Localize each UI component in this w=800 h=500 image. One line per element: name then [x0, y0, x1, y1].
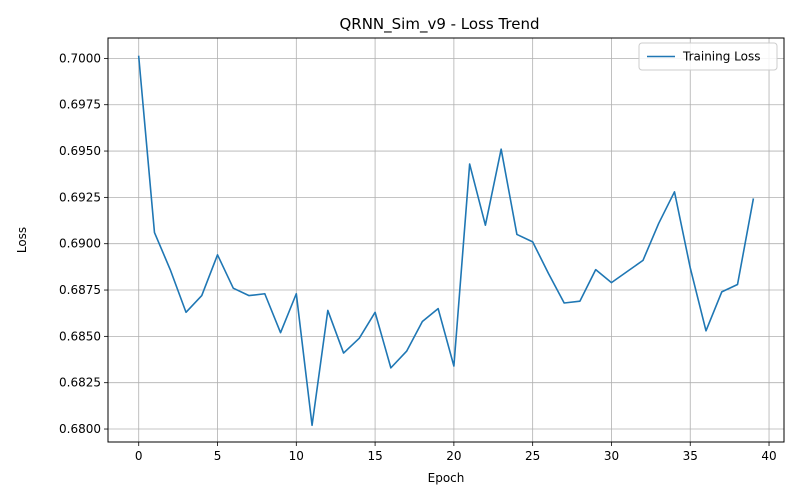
x-tick-label: 25: [525, 449, 540, 463]
x-axis-ticks: 0 5 10 15 20 25 30 35 40: [135, 442, 777, 463]
plot-frame: [107, 37, 785, 443]
x-tick-label: 0: [135, 449, 143, 463]
x-tick-label: 30: [604, 449, 619, 463]
y-tick-label: 0.6850: [59, 329, 101, 343]
y-tick-label: 0.6825: [59, 376, 101, 390]
y-tick-label: 0.6875: [59, 283, 101, 297]
y-tick-label: 0.6975: [59, 98, 101, 112]
x-tick-label: 20: [446, 449, 461, 463]
legend-label-training-loss: Training Loss: [682, 50, 760, 64]
x-tick-label: 10: [289, 449, 304, 463]
y-tick-label: 0.6900: [59, 237, 101, 251]
series-line-training-loss: [137, 55, 755, 427]
x-tick-label: 35: [683, 449, 698, 463]
legend: Training Loss: [638, 42, 778, 71]
x-axis-label: Epoch: [428, 471, 465, 485]
y-axis-label: Loss: [15, 227, 29, 253]
chart-title: QRNN_Sim_v9 - Loss Trend: [339, 15, 539, 34]
grid-layer: [108, 38, 784, 442]
y-axis-ticks: 0.6800 0.6825 0.6850 0.6875 0.6900 0.6925 0.69…: [59, 51, 108, 436]
legend-box: [638, 42, 778, 71]
x-tick-label: 5: [214, 449, 222, 463]
x-tick-label: 15: [367, 449, 382, 463]
y-tick-label: 0.7000: [59, 51, 101, 65]
y-tick-label: 0.6925: [59, 190, 101, 204]
x-tick-label: 40: [761, 449, 776, 463]
y-tick-label: 0.6800: [59, 422, 101, 436]
y-tick-label: 0.6950: [59, 144, 101, 158]
data-layer: [137, 55, 755, 427]
